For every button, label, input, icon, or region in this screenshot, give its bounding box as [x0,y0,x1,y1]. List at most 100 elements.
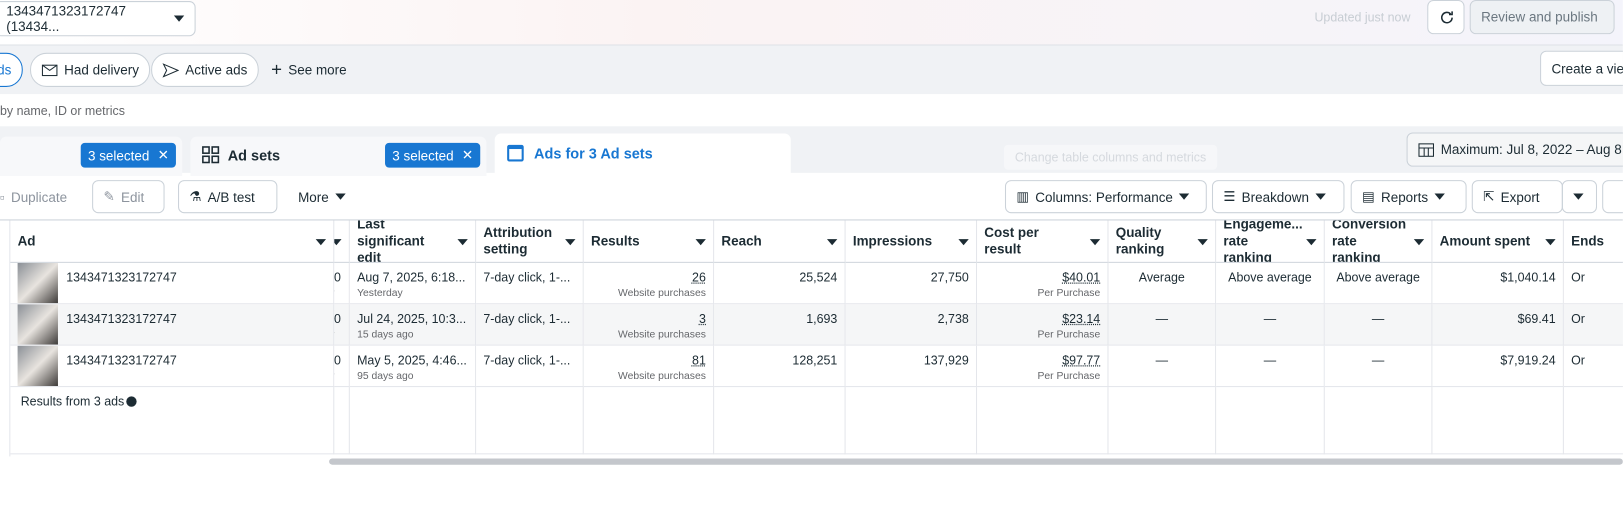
cell-subtext: ly [334,329,341,340]
button-label: A/B test [207,188,255,205]
filter-bar [0,45,1623,95]
reports-button[interactable]: ▤ Reports [1350,180,1467,214]
edit-button[interactable]: ✎ Edit [92,180,165,214]
duplicate-button[interactable]: ▫ Duplicate [0,180,77,213]
filter-pill[interactable]: Active ads [151,52,259,87]
ad-name: 1343471323172747 [66,311,177,327]
cell-value: $23.14 [1062,311,1101,327]
column-header: Ends [1563,220,1623,263]
cell-value: Or [1571,270,1585,285]
table-cell: 1343471323172747 [10,304,335,346]
selection-chip[interactable]: 3 selected ✕ [385,142,481,168]
table-cell: Average [1108,262,1217,305]
sort-icon [1413,239,1425,246]
table-cell: 1,693 [714,304,846,346]
ab-test-button[interactable]: ⚗ A/B test [178,180,278,214]
tab-label: Ads for 3 Ad sets [534,144,653,162]
column-header [334,220,350,263]
table-cell: $23.14 Per Purchase [977,304,1109,346]
column-header: Cost per result [977,220,1109,263]
table-cell: 7-day click, 1-... [476,262,584,305]
header-label: Cost per result [984,224,1039,257]
column-header: Impressions [845,220,978,263]
ad-name: 1343471323172747 [66,270,177,285]
ad-name: 1343471323172747 [66,352,177,368]
search-bar[interactable]: by name, ID or metrics [0,94,1623,127]
envelope-icon [41,64,58,76]
sort-icon [334,239,342,246]
ads-tab[interactable] [494,133,791,175]
cell-value: 27,750 [930,270,969,285]
account-selector[interactable]: 1343471323172747 (13434... [0,1,196,37]
date-picker[interactable]: Maximum: Jul 8, 2022 – Aug 8, [1406,132,1623,167]
see-more[interactable]: + See more [261,53,357,87]
filter-label: Had delivery [64,62,139,78]
ads-icon [507,144,524,162]
table-cell: Or [1563,304,1623,346]
cell-subtext: 95 days ago [357,370,414,382]
breakdown-icon: ☰ [1223,188,1236,204]
cell-value: Aug 7, 2025, 6:18... [357,270,466,285]
table-cell: Or [1563,345,1623,388]
scrollbar[interactable] [329,458,1623,465]
table-cell: 27,750 [845,262,978,305]
table-cell: 00 ly [334,262,350,305]
table-cell: 26 Website purchases [583,262,715,305]
chart-button[interactable] [1602,180,1623,214]
breakdown-button[interactable]: ☰ Breakdown [1211,180,1345,214]
table-cell: 137,929 [845,345,978,388]
cell-subtext: Website purchases [618,329,706,341]
cell-value: — [1155,311,1168,327]
flask-icon: ⚗ [189,188,202,204]
table-cell: $1,040.14 [1432,262,1564,305]
button-label: Reports [1380,188,1429,205]
export-button[interactable]: ⇱ Export [1471,180,1563,214]
table-cell: $7,919.24 [1432,345,1564,388]
filter-label: ds [0,62,12,78]
footer-cell [1216,387,1325,455]
duplicate-icon: ▫ [0,188,5,205]
columns-button[interactable]: ▥ Columns: Performance [1004,180,1207,214]
button-label: Breakdown [1241,188,1309,205]
selection-chip[interactable]: 3 selected ✕ [80,142,177,168]
sort-icon [1197,239,1208,246]
column-header: Ad [10,220,335,263]
table-cell: 128,251 [714,345,846,388]
table-cell: Above average [1216,262,1325,305]
footer-cell [845,387,978,455]
cell-value: $97.77 [1062,352,1101,368]
header-label: Impressions [852,232,933,249]
filter-pill[interactable]: Had delivery [30,52,151,87]
table-cell: 2,738 [845,304,978,346]
footer-cell [1563,387,1623,455]
cell-value: 3 [698,311,706,327]
calendar-icon [1418,142,1434,157]
column-header: Conversion rate ranking [1324,220,1433,263]
cell-value: Above average [1228,270,1312,285]
table-cell: — [1216,304,1325,346]
table-cell: 25,524 [714,262,846,305]
footer-cell [1108,387,1217,455]
more-button[interactable]: More [288,180,356,213]
cell-value: $7,919.24 [1500,352,1556,368]
table-cell: Jul 24, 2025, 10:3... 15 days ago [349,304,477,346]
header-label: Results [590,232,640,249]
cell-value: 7-day click, 1-... [483,311,571,327]
columns-icon: ▥ [1016,188,1030,204]
refresh-button[interactable] [1427,0,1465,35]
table-cell: $40.01 Per Purchase [977,262,1109,305]
export-menu[interactable] [1561,180,1598,214]
send-icon [162,62,180,78]
sort-icon [565,239,576,246]
plus-icon: + [271,58,283,80]
review-publish-button[interactable]: Review and publish [1469,0,1615,35]
ad-thumbnail [17,262,58,304]
top-bar [0,0,1623,46]
header-label: Quality ranking [1115,224,1165,257]
create-view-button[interactable]: Create a vie [1540,50,1623,86]
cell-value: Above average [1336,270,1420,285]
header-label: Reach [721,232,762,249]
table-cell: Above average [1324,262,1433,305]
